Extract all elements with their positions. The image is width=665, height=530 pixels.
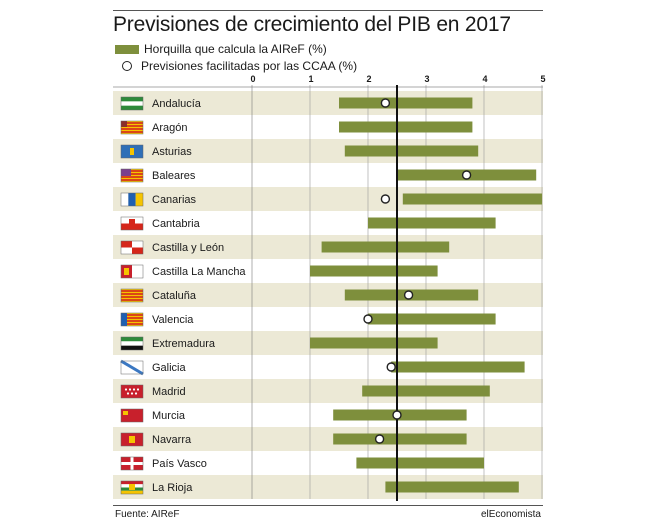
range-bar xyxy=(310,337,438,349)
valencia-flag-icon xyxy=(120,312,144,327)
range-bar xyxy=(321,241,450,253)
region-label: Canarias xyxy=(152,194,197,206)
range-bar xyxy=(362,385,490,397)
range-bar xyxy=(339,121,473,133)
castilla-la-mancha-flag-icon xyxy=(120,264,144,279)
region-label: Madrid xyxy=(152,386,186,398)
forecast-point xyxy=(374,434,385,444)
region-label: Galicia xyxy=(152,362,187,374)
aragon-flag-icon xyxy=(120,120,144,135)
x-tick-label: 2 xyxy=(366,74,371,84)
range-bar xyxy=(391,361,525,373)
legend-range: Horquilla que calcula la AIReF (%) xyxy=(115,42,327,56)
legend-point-swatch xyxy=(122,61,132,71)
region-label: Castilla La Mancha xyxy=(152,266,246,278)
x-tick-label: 4 xyxy=(482,74,487,84)
range-bar xyxy=(368,313,496,325)
source-note: Fuente: AIReF xyxy=(115,509,180,520)
navarra-flag-icon xyxy=(120,432,144,447)
range-bar xyxy=(339,97,473,109)
region-label: Cataluña xyxy=(152,290,197,302)
region-label: Asturias xyxy=(152,146,192,158)
range-bar xyxy=(333,433,467,445)
region-label: Castilla y León xyxy=(152,242,224,254)
bottom-rule xyxy=(113,505,543,506)
region-label: Andalucía xyxy=(152,98,202,110)
madrid-flag-icon xyxy=(120,384,144,399)
forecast-point xyxy=(392,410,402,420)
forecast-point xyxy=(386,362,396,372)
x-tick-label: 3 xyxy=(424,74,429,84)
region-label: Aragón xyxy=(152,122,187,134)
brand-credit: elEconomista xyxy=(480,509,541,520)
pais-vasco-flag-icon xyxy=(120,456,144,471)
range-bar xyxy=(344,145,479,157)
legend-point: Previsiones facilitadas por las CCAA (%) xyxy=(115,59,357,73)
forecast-point xyxy=(363,314,373,324)
region-label: La Rioja xyxy=(152,482,193,494)
x-tick-label: 5 xyxy=(540,74,545,84)
top-rule xyxy=(113,10,543,11)
forecast-point xyxy=(380,194,391,204)
region-label: Murcia xyxy=(152,410,186,422)
range-bar xyxy=(385,481,519,493)
region-label: Cantabria xyxy=(152,218,201,230)
range-bar xyxy=(368,217,496,229)
galicia-flag-icon xyxy=(120,359,144,376)
legend-point-label: Previsiones facilitadas por las CCAA (%) xyxy=(141,59,358,73)
forecast-point xyxy=(403,290,414,300)
region-label: País Vasco xyxy=(152,458,207,470)
range-bar xyxy=(310,265,438,277)
cantabria-flag-icon xyxy=(120,216,144,231)
region-label: Extremadura xyxy=(152,338,216,350)
region-label: Baleares xyxy=(152,170,196,182)
extremadura-flag-icon xyxy=(120,336,144,351)
castilla-leon-flag-icon xyxy=(120,240,144,255)
x-tick-label: 0 xyxy=(250,74,255,84)
baleares-flag-icon xyxy=(120,168,144,183)
legend-range-label: Horquilla que calcula la AIReF (%) xyxy=(144,42,327,56)
andalucia-flag-icon xyxy=(120,96,144,111)
canarias-flag-icon xyxy=(120,192,144,207)
la-rioja-flag-icon xyxy=(120,480,144,495)
murcia-flag-icon xyxy=(120,408,144,423)
row-stripe xyxy=(113,427,543,451)
asturias-flag-icon xyxy=(120,144,144,159)
range-bar xyxy=(402,193,542,205)
region-label: Navarra xyxy=(152,434,192,446)
range-bar xyxy=(356,457,484,469)
region-label: Valencia xyxy=(152,314,194,326)
chart-title: Previsiones de crecimiento del PIB en 20… xyxy=(113,13,511,36)
legend-range-swatch xyxy=(115,44,139,54)
cataluna-flag-icon xyxy=(120,288,144,303)
x-tick-label: 1 xyxy=(308,74,313,84)
forecast-point xyxy=(380,98,391,108)
forecast-point xyxy=(461,170,472,180)
